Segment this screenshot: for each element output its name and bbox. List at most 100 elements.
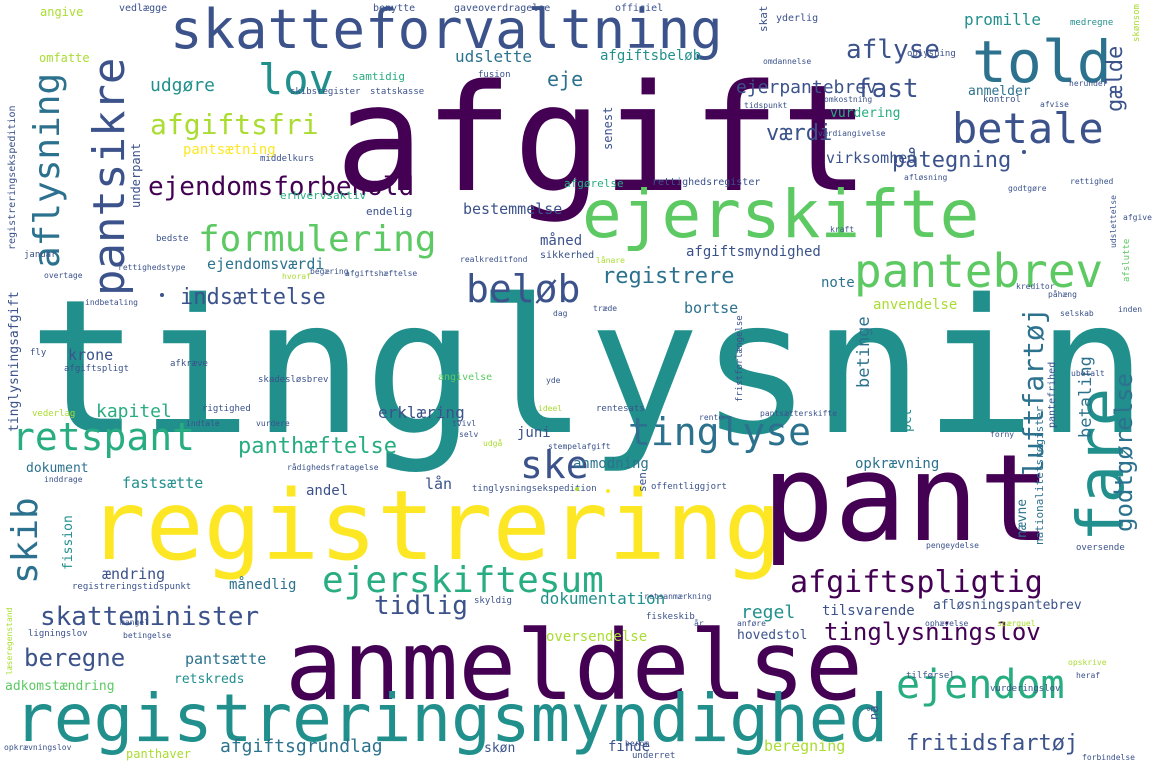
word-benytte: benytte bbox=[373, 3, 416, 14]
word-afgive: afgive bbox=[1123, 213, 1152, 222]
word-fission: fission bbox=[61, 515, 76, 570]
word-gaelde: gælde bbox=[1103, 45, 1128, 112]
word-ejendom: ejendom bbox=[896, 662, 1065, 708]
word-heraf: heraf bbox=[1076, 671, 1101, 680]
word-januar: januar bbox=[24, 250, 57, 260]
word-anvendelse: anvendelse bbox=[873, 297, 958, 313]
word-pantsaette: pantsætte bbox=[185, 650, 267, 668]
word-skib: skib bbox=[5, 497, 46, 584]
word-tilsvarende: tilsvarende bbox=[822, 603, 915, 619]
word-afloesning: afløsning bbox=[904, 173, 948, 182]
word-fusion: fusion bbox=[478, 70, 511, 80]
word-pengeydelse: pengeydelse bbox=[926, 541, 979, 550]
word-sen: sen bbox=[636, 472, 649, 492]
word-finde: finde bbox=[608, 739, 651, 755]
word-afgoerelse: afgørelse bbox=[564, 177, 624, 190]
word-pct: pct bbox=[900, 408, 915, 432]
word-oversendelse: oversendelse bbox=[546, 629, 648, 645]
word-retspant: retspant bbox=[12, 415, 196, 459]
word-fastsaette: fastsætte bbox=[122, 474, 204, 492]
word-maanedlig: månedlig bbox=[229, 577, 297, 593]
word-hvoraf: hvoraf bbox=[282, 272, 311, 281]
word-inden: inden bbox=[1118, 305, 1143, 314]
word-kraft: kraft bbox=[830, 225, 855, 234]
dot-1 bbox=[160, 293, 164, 297]
word-ejerskiftesum: ejerskiftesum bbox=[322, 560, 604, 601]
word-vedlaegge: vedlægge bbox=[119, 3, 168, 14]
word-skoen: skøn bbox=[484, 741, 516, 756]
word-afslutte: afslutte bbox=[1122, 238, 1132, 282]
word-indbetaling: indbetaling bbox=[85, 298, 138, 307]
word-tilfoersel: tilførsel bbox=[906, 671, 955, 681]
word-ejendomsvaerdi: ejendomsværdi bbox=[207, 255, 325, 273]
word-bedste: bedste bbox=[156, 234, 189, 244]
word-realkreditfond: realkreditfond bbox=[460, 255, 528, 264]
word-naevne: nævne bbox=[1015, 498, 1030, 538]
word-kapitel: kapitel bbox=[96, 401, 172, 422]
word-fast: fast bbox=[856, 74, 919, 104]
word-skyldig: skyldig bbox=[474, 596, 512, 606]
word-pantsikre: pantsikre bbox=[84, 57, 135, 296]
word-erhvervsaktiv: erhvervsaktiv bbox=[280, 189, 367, 202]
word-afgiftsgrundlag: afgiftsgrundlag bbox=[220, 736, 383, 757]
word-ubetalt: ubetalt bbox=[1071, 369, 1105, 378]
word-vaerdiangivelse: værdiangivelse bbox=[818, 129, 886, 138]
word-dokument: dokument bbox=[26, 461, 89, 476]
word-indsaettelse: indsættelse bbox=[180, 285, 326, 310]
word-maaned: måned bbox=[540, 233, 583, 249]
word-fiskeskib: fiskeskib bbox=[646, 612, 695, 622]
word-formulering: formulering bbox=[198, 219, 437, 260]
word-aendring: ændring bbox=[102, 565, 166, 583]
word-skibsregister: skibsregister bbox=[290, 87, 361, 97]
word-angivelse: angivelse bbox=[438, 372, 493, 383]
word-vaerdi: værdi bbox=[766, 121, 833, 146]
word-endelig: endelig bbox=[366, 205, 413, 218]
word-ligningslov: ligningslov bbox=[28, 629, 88, 639]
word-ejerpantebrev: ejerpantebrev bbox=[736, 77, 877, 98]
word-inddrage: inddrage bbox=[44, 475, 83, 484]
word-bestemmelse: bestemmelse bbox=[463, 200, 563, 218]
word-underret: underret bbox=[632, 751, 676, 761]
word-registrering: registrering bbox=[88, 470, 782, 582]
word-afloesningspantebrev: afløsningspantebrev bbox=[933, 598, 1082, 613]
word-selskab: selskab bbox=[1060, 309, 1094, 318]
word-godtgoerelse: godtgørelse bbox=[1110, 373, 1138, 532]
word-paahaeng: påhæng bbox=[1048, 290, 1077, 299]
word-aflysning: aflysning bbox=[27, 72, 68, 268]
word-rente: rente bbox=[699, 413, 724, 422]
word-aar: år bbox=[694, 619, 704, 628]
word-skat: skat bbox=[757, 5, 770, 33]
word-krone: krone bbox=[68, 346, 114, 364]
word-fritidsfartoej: fritidsfartøj bbox=[906, 731, 1079, 756]
word-beloeb: beløb bbox=[466, 267, 581, 311]
word-middelkurs: middelkurs bbox=[260, 154, 315, 164]
word-kreditor: kreditor bbox=[1016, 282, 1055, 291]
word-retskreds: retskreds bbox=[174, 672, 245, 687]
word-laeseregenstand: læseregenstand bbox=[5, 607, 14, 675]
word-bortse: bortse bbox=[684, 299, 739, 317]
word-officiel: officiel bbox=[615, 3, 664, 14]
word-laanare: lånare bbox=[596, 256, 625, 265]
word-promille: promille bbox=[964, 10, 1042, 29]
word-spaerguel: spærguel bbox=[997, 619, 1036, 628]
word-rettighedstype: rettighedstype bbox=[118, 263, 186, 272]
word-adkomstaendring: adkomstændring bbox=[5, 679, 115, 694]
word-tidspunkt: tidspunkt bbox=[744, 101, 788, 110]
word-anmodning: anmodning bbox=[573, 456, 649, 472]
word-registreringstidspunkt: registreringstidspunkt bbox=[72, 582, 192, 592]
word-vurdering: vurdering bbox=[830, 106, 901, 121]
word-betinge: betinge bbox=[854, 316, 874, 388]
word-statskasse: statskasse bbox=[370, 87, 425, 97]
word-fristforlaengelse: fristforlængelse bbox=[735, 315, 745, 402]
word-sikkerhed: sikkerhed bbox=[540, 250, 595, 261]
word-betingelse: betingelse bbox=[123, 631, 172, 640]
word-tvivl: tvivl bbox=[452, 419, 477, 428]
word-samtidig: samtidig bbox=[352, 70, 405, 83]
word-omkostning: omkostning bbox=[824, 95, 873, 104]
word-tinglysningslov: tinglysningslov bbox=[824, 618, 1041, 646]
word-registreringsekspedition: registreringsekspedition bbox=[7, 105, 18, 251]
word-afgift: afgift bbox=[335, 53, 870, 225]
word-godtgoere: godtgøre bbox=[1008, 184, 1047, 193]
word-pant: pant bbox=[762, 430, 1051, 569]
word-told: told bbox=[972, 28, 1112, 96]
